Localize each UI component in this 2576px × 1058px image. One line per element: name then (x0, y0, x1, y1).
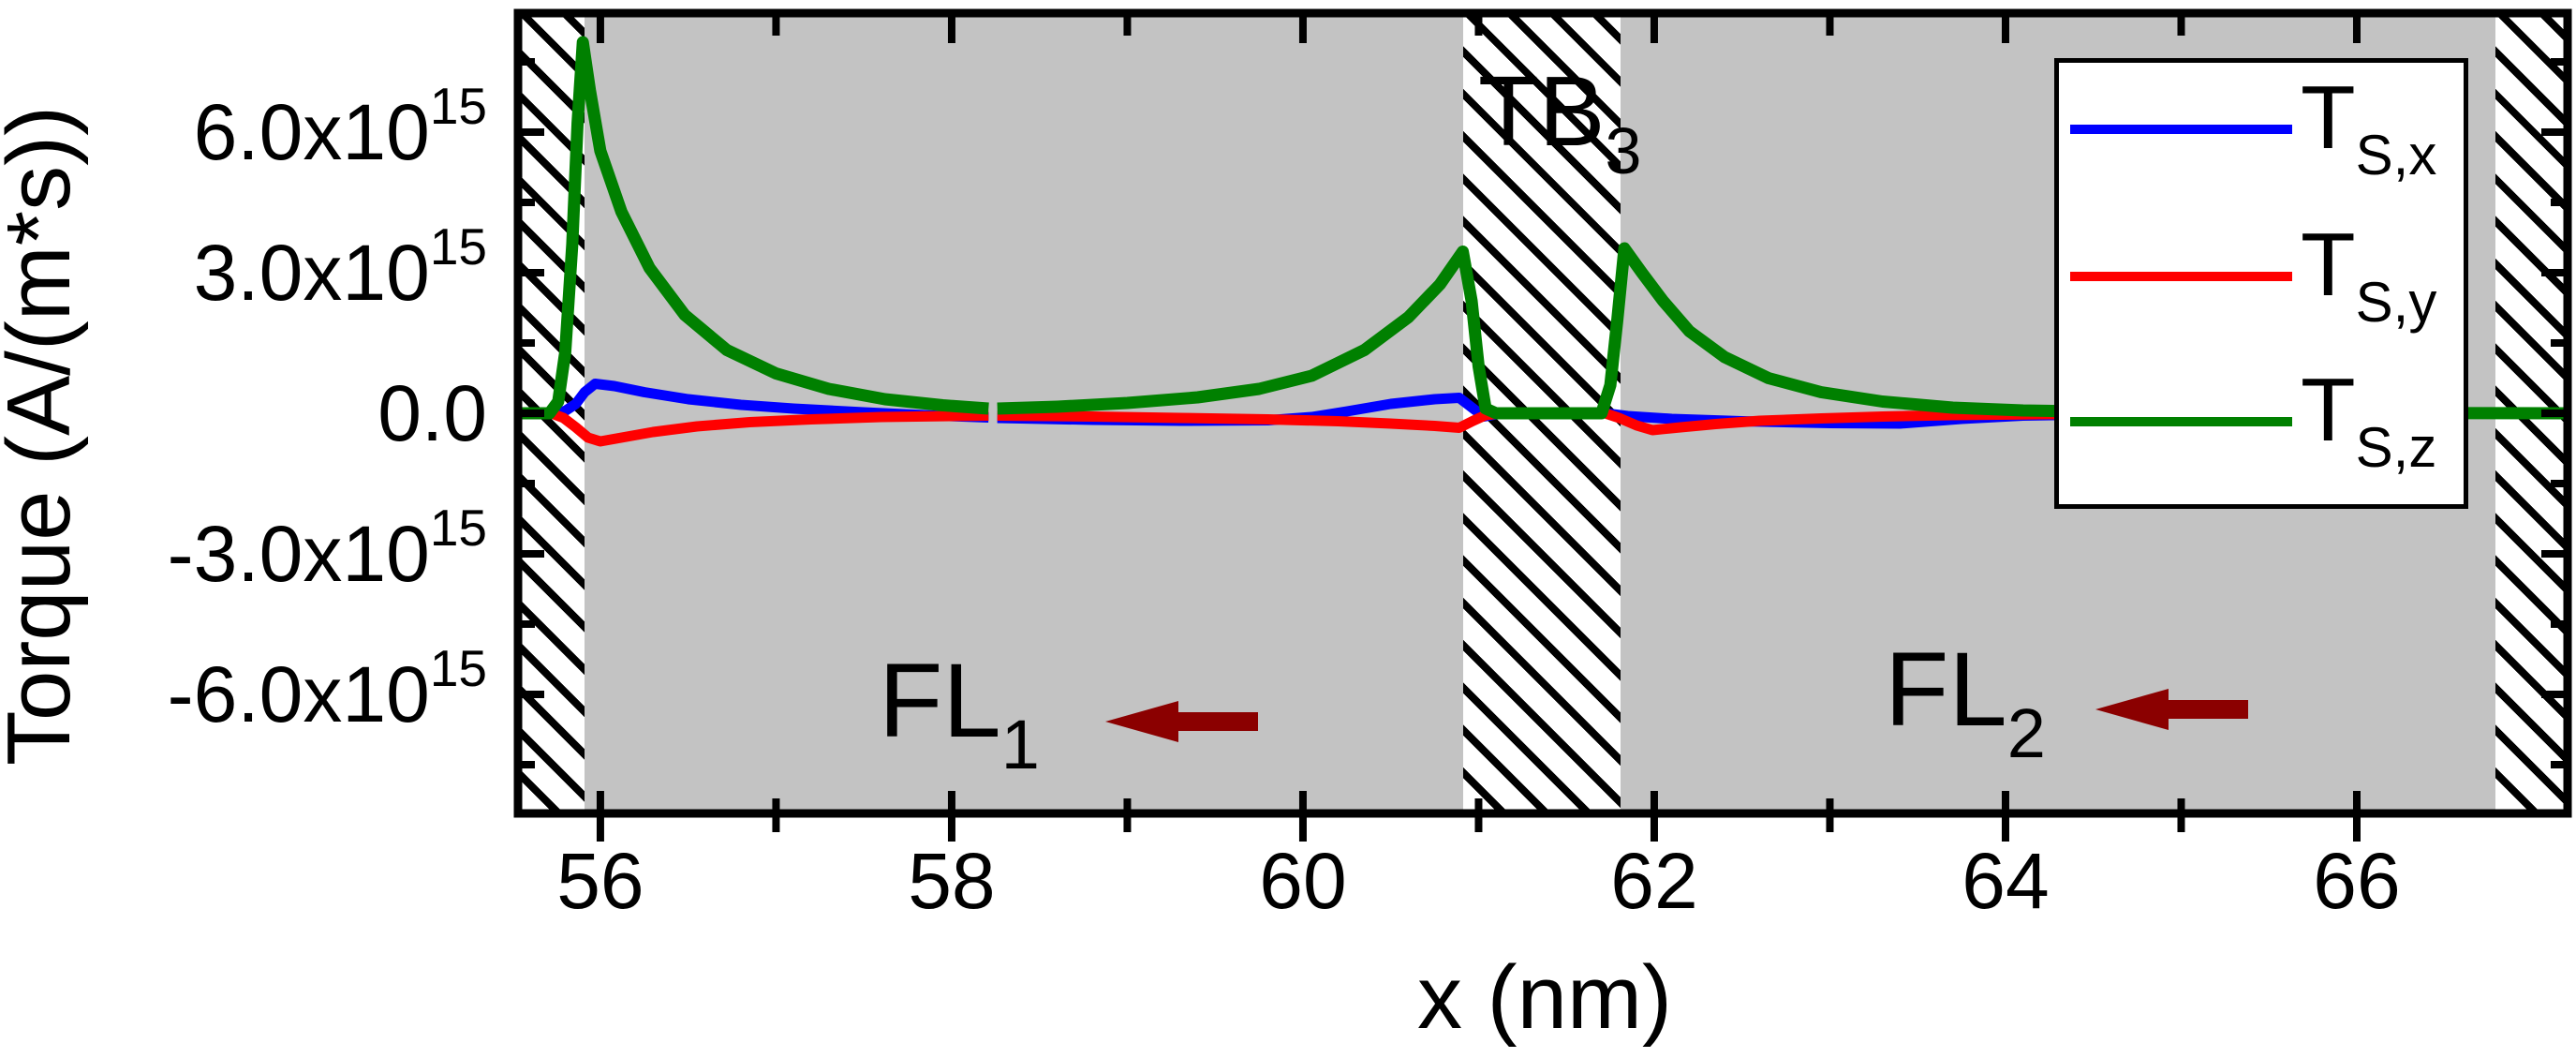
legend-label-s-x: TS,x (2301, 67, 2437, 186)
x-tick-label: 64 (1962, 837, 2050, 925)
label-tb3: TB3 (1478, 62, 1641, 184)
plot-border (513, 8, 2572, 818)
legend-label-s-y: TS,y (2301, 215, 2437, 334)
legend: TS,x TS,y TS,z (2054, 58, 2468, 509)
y-tick-label: -3.0x1015 (167, 499, 487, 598)
curve-t-s-y (518, 408, 989, 447)
label-fl2: FL2 (1885, 637, 2046, 768)
label-fl1-sub: 1 (1000, 706, 1040, 783)
label-fl1-main: FL (879, 642, 1001, 759)
x-tick-label: 62 (1610, 837, 1698, 925)
curve-t-s-x (518, 379, 989, 423)
y-tick-label: 0.0 (378, 369, 487, 457)
curve-t-s-z (518, 36, 989, 420)
curves-group (518, 36, 2568, 447)
x-axis-title: x (nm) (1417, 947, 1672, 1048)
legend-label-s-z: TS,z (2301, 360, 2437, 479)
x-tick-label: 66 (2313, 837, 2401, 925)
y-tick-label: 3.0x1015 (193, 217, 487, 317)
label-fl2-sub: 2 (2006, 694, 2046, 772)
axis-ticks (522, 17, 2564, 842)
y-tick-label: 6.0x1015 (193, 77, 487, 176)
legend-line-s-z (2070, 417, 2292, 426)
legend-line-s-y (2070, 272, 2292, 281)
curve-t-s-z (997, 242, 2568, 420)
label-fl2-main: FL (1885, 631, 2007, 748)
label-tb3-sub: 3 (1605, 114, 1642, 187)
label-tb3-main: TB (1478, 56, 1606, 167)
x-tick-label: 56 (556, 837, 644, 925)
x-tick-label: 58 (908, 837, 996, 925)
curve-t-s-y (997, 408, 2568, 436)
magnetization-arrow-fl1 (1105, 701, 1258, 742)
label-fl1: FL1 (879, 648, 1040, 780)
y-tick-label: -6.0x1015 (167, 639, 487, 738)
legend-line-s-x (2070, 125, 2292, 134)
x-tick-label: 60 (1259, 837, 1347, 925)
magnetization-arrow-fl2 (2095, 689, 2248, 730)
